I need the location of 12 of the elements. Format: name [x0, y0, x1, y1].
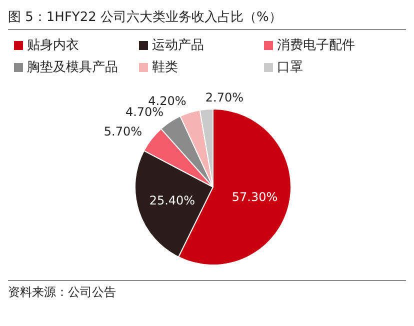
- legend-label: 口罩: [277, 59, 303, 76]
- chart-title: 图 5：1HFY22 公司六大类业务收入占比（%）: [8, 8, 406, 30]
- text: 资料来源：公司公告: [8, 284, 117, 301]
- legend-label: 贴身内衣: [27, 37, 79, 54]
- legend-label: 鞋类: [152, 59, 178, 76]
- legend-label: 消费电子配件: [277, 37, 355, 54]
- data-label: 2.70%: [205, 90, 244, 104]
- data-label: 5.70%: [104, 124, 142, 139]
- legend-label: 胸垫及模具产品: [27, 59, 118, 76]
- data-label: 25.40%: [149, 193, 196, 208]
- data-label: 57.30%: [232, 190, 278, 204]
- legend-label: 运动产品: [152, 37, 204, 54]
